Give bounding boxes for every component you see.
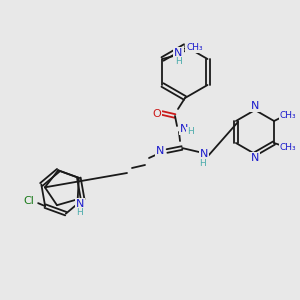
Text: N: N bbox=[251, 153, 259, 163]
Text: N: N bbox=[251, 101, 259, 111]
Text: N: N bbox=[76, 199, 84, 209]
Text: CH₃: CH₃ bbox=[280, 142, 296, 152]
Text: N: N bbox=[174, 48, 183, 58]
Text: N: N bbox=[156, 146, 164, 156]
Text: H: H bbox=[76, 208, 83, 217]
Text: Cl: Cl bbox=[24, 196, 34, 206]
Text: H: H bbox=[175, 56, 182, 65]
Text: CH₃: CH₃ bbox=[186, 44, 203, 52]
Text: N: N bbox=[200, 149, 208, 159]
Text: H: H bbox=[200, 158, 206, 167]
Text: O: O bbox=[153, 109, 161, 119]
Text: N: N bbox=[180, 124, 188, 134]
Text: CH₃: CH₃ bbox=[280, 110, 296, 119]
Text: H: H bbox=[187, 128, 194, 136]
